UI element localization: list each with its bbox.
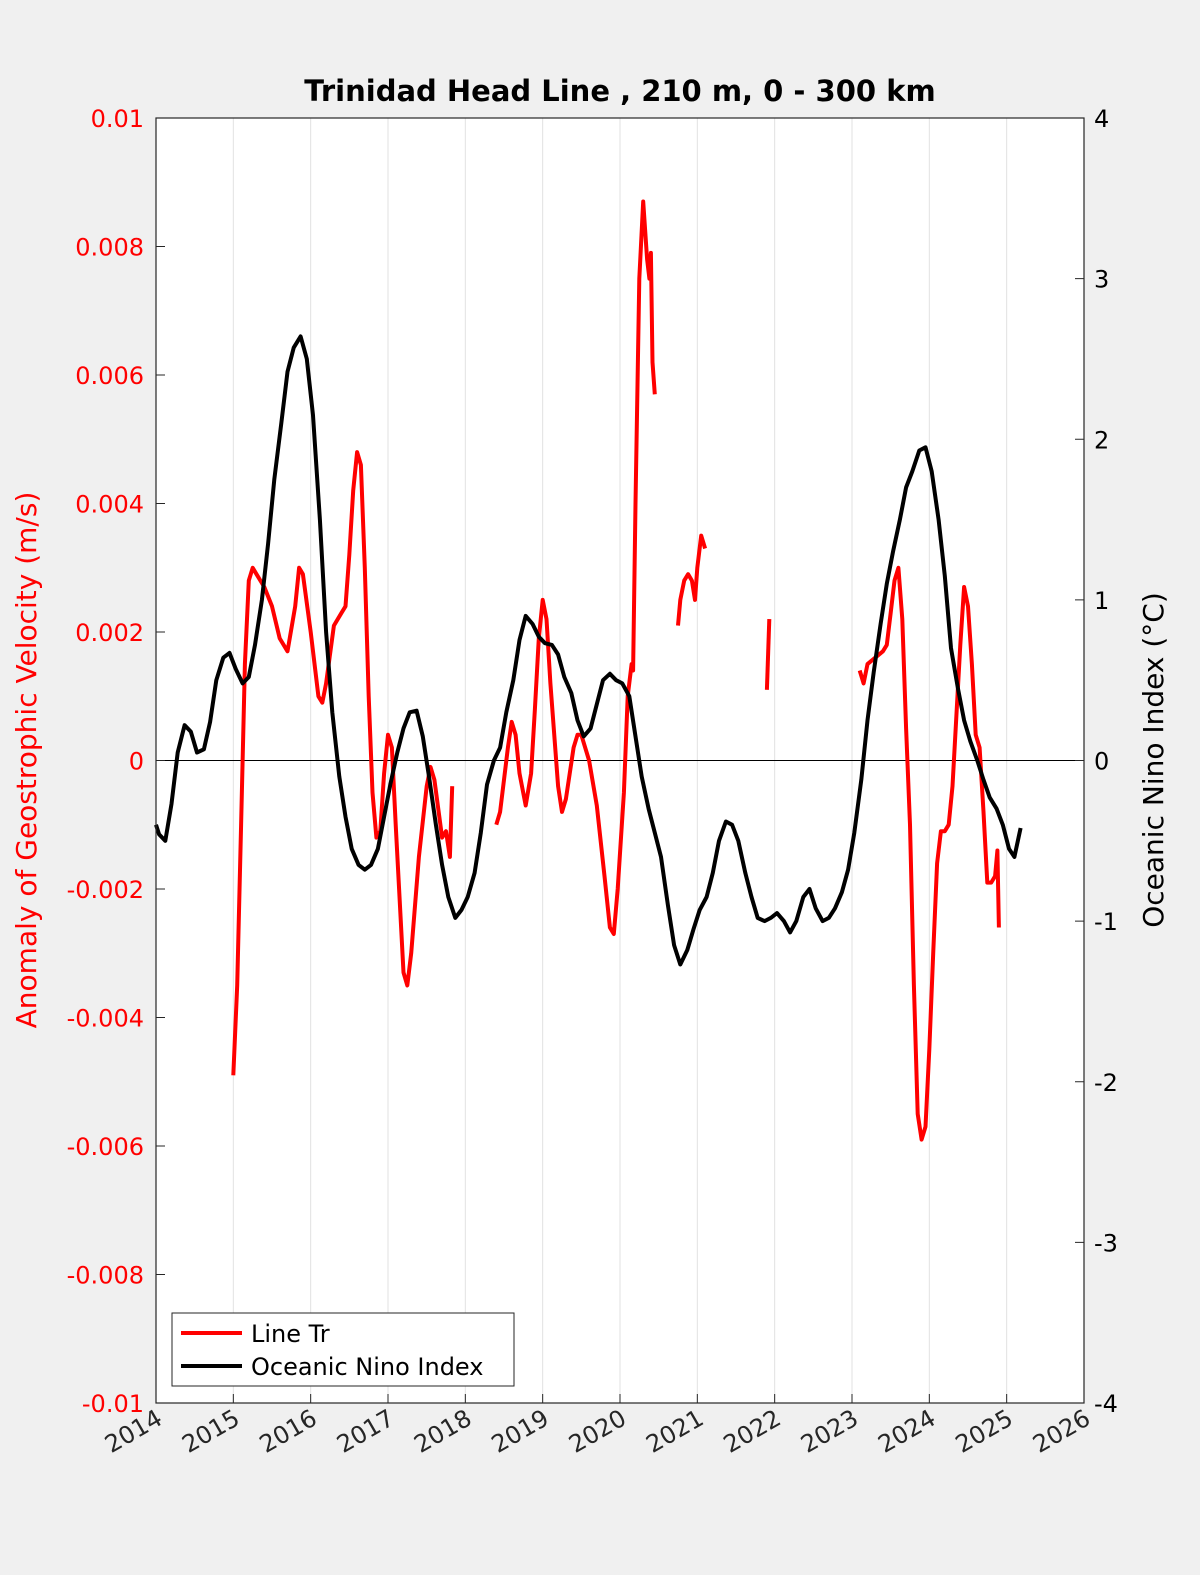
series-line-tr-segment-2	[676, 533, 708, 626]
series-line-tr-segment-4	[857, 565, 1001, 1142]
y-right-tick-label: -2	[1094, 1069, 1118, 1097]
series-layer	[154, 199, 1023, 1142]
y-left-tick-label: 0	[129, 748, 144, 776]
y-right-tick-label: -4	[1094, 1390, 1118, 1418]
y-left-tick-label: -0.006	[67, 1133, 144, 1161]
series-line-tr-segment-3	[764, 619, 772, 690]
y-left-tick-label: -0.002	[67, 876, 144, 904]
series-line-tr-segment-0	[231, 450, 455, 1076]
y-right-tick-label: 2	[1094, 426, 1109, 454]
y-right-tick-label: -1	[1094, 908, 1118, 936]
y-axis-right-label: Oceanic Nino Index (°C)	[1137, 592, 1170, 928]
y-left-tick-label: -0.004	[67, 1005, 144, 1033]
y-left-tick-label: 0.002	[75, 619, 144, 647]
chart-title: Trinidad Head Line , 210 m, 0 - 300 km	[304, 74, 935, 108]
legend: Line Tr Oceanic Nino Index	[171, 1312, 515, 1387]
legend-label-line-tr: Line Tr	[251, 1320, 330, 1348]
y-axis-left-label: Anomaly of Geostrophic Velocity (m/s)	[10, 492, 43, 1029]
y-right-tick-label: 0	[1094, 748, 1109, 776]
y-left-tick-label: 0.01	[91, 105, 144, 133]
y-left-tick-label: -0.008	[67, 1262, 144, 1290]
y-left-tick-label: 0.006	[75, 362, 144, 390]
series-oni-segment-0	[154, 334, 1023, 967]
legend-label-oni: Oceanic Nino Index	[251, 1353, 483, 1381]
series-line-tr-segment-1	[494, 199, 657, 936]
y-right-tick-label: 4	[1094, 105, 1109, 133]
y-left-tick-label: 0.008	[75, 234, 144, 262]
y-right-tick-label: 1	[1094, 587, 1109, 615]
legend-box	[171, 1312, 515, 1387]
y-right-tick-label: 3	[1094, 266, 1109, 294]
y-left-tick-label: 0.004	[75, 491, 144, 519]
y-right-tick-label: -3	[1094, 1229, 1118, 1257]
y-left-tick-label: -0.01	[82, 1390, 144, 1418]
